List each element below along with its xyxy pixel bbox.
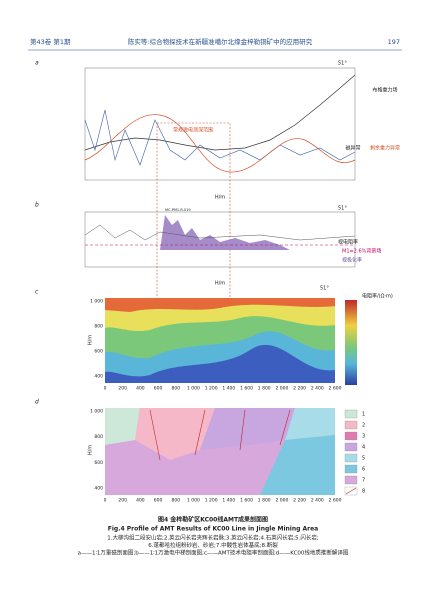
panel-label: a: [35, 60, 39, 67]
legend-label: 5: [362, 456, 365, 462]
y-tick-label: 400: [94, 374, 103, 380]
x-tick-label: 200: [118, 498, 127, 504]
x-tick-label: 800: [171, 386, 180, 392]
x-tick-label: 0: [104, 386, 107, 392]
magnetic-curve: [84, 109, 356, 166]
caption-line: a——1∶1万重磁剖面图;b——1∶1万激电中梯剖面图;c——AMT技术电阻率剖…: [78, 549, 349, 557]
x-tick-label: 0: [104, 498, 107, 504]
legend-label: 布格重力场: [372, 87, 397, 94]
header-title: 陈实等:综合物探技术在新疆准噶尔北缘金梓勒铜矿中的应用研究: [128, 37, 313, 46]
y-tick-label: 1 000: [90, 409, 103, 415]
north-mark: 51°: [320, 286, 329, 292]
legend-label: 6: [362, 467, 365, 473]
polarization-area: [160, 215, 290, 250]
x-tick-label: 400: [136, 498, 145, 504]
y-tick-label: 400: [94, 486, 103, 492]
x-tick-label: 1 200: [205, 498, 218, 504]
x-tick-label: 1 000: [187, 498, 200, 504]
legend-label: 视电阻率: [338, 239, 358, 246]
unit: [105, 408, 140, 445]
legend-label: 4: [362, 445, 365, 451]
axis-label: H/m: [215, 195, 225, 201]
x-tick-label: 1 000: [187, 386, 200, 392]
panel-label: d: [35, 399, 39, 406]
unit: [285, 408, 335, 445]
x-tick-label: 1 600: [240, 498, 253, 504]
x-tick-label: 400: [136, 386, 145, 392]
section-band: [105, 298, 335, 312]
x-tick-label: 2 400: [311, 386, 324, 392]
x-tick-label: 2 400: [311, 498, 324, 504]
legend-label: 剩余重力异常: [370, 145, 400, 152]
axis-label: H/m: [215, 281, 225, 287]
resistivity-curve: [84, 224, 356, 241]
legend-label: 磁异常: [345, 145, 360, 152]
legend-swatch: [344, 453, 358, 463]
plot-frame: [84, 67, 356, 181]
legend-label: 视极化率: [342, 257, 362, 264]
north-mark: 51°: [338, 206, 347, 212]
faults: [149, 409, 291, 461]
header-volume: 第43卷 第1期: [30, 37, 71, 46]
axis-label: H/m: [88, 335, 94, 345]
y-tick-label: 1 000: [90, 299, 103, 305]
x-tick-label: 800: [171, 498, 180, 504]
page-number: 197: [388, 38, 400, 46]
legend-swatch: [344, 420, 358, 430]
unit: [135, 408, 215, 460]
legend-swatch: [344, 442, 358, 452]
colorbar-title: 电阻率/(Ω·m): [362, 293, 393, 300]
axis-label: H/m: [88, 445, 94, 455]
x-tick-label: 2 600: [329, 386, 342, 392]
x-tick-label: 600: [154, 386, 163, 392]
tick-group: 0 200 400 600 800 1 000 1 200 1 400 1 600 1 800 2 …: [90, 299, 341, 392]
x-tick-label: 200: [118, 386, 127, 392]
legend-swatch: [344, 409, 358, 419]
x-tick-label: 1 800: [258, 386, 271, 392]
point-label: MC-PM1-R-019: [165, 208, 191, 212]
x-tick-label: 1 600: [240, 386, 253, 392]
x-tick-label: 2 200: [293, 498, 306, 504]
legend-swatch: [344, 475, 358, 485]
legend-label: 7: [362, 478, 365, 484]
caption-line: 1.大柳沟组二段安山岩;2.英云闪长岩夹辉长岩脉;3.英云闪长岩;4.石英闪长岩…: [107, 534, 319, 542]
legend-label: 8: [362, 489, 365, 495]
plot-frame: [84, 211, 356, 268]
x-tick-label: 1 400: [222, 386, 235, 392]
y-tick-label: 600: [94, 349, 103, 355]
legend-label: 3: [362, 434, 365, 440]
legend-label: 1: [362, 412, 365, 418]
legend-swatch: [344, 464, 358, 474]
x-tick-label: 2 000: [275, 498, 288, 504]
y-tick-label: 800: [94, 324, 103, 330]
caption-lines: 1.大柳沟组二段安山岩;2.英云闪长岩夹辉长岩脉;3.英云闪长岩;4.石英闪长岩…: [78, 534, 349, 557]
x-tick-label: 2 200: [293, 386, 306, 392]
caption-line: 6.蓬都哈拉组粉砂岩、砂岩;7.中酸性岩体基底;8.断裂: [148, 541, 278, 549]
legend-swatch: [344, 431, 358, 441]
tick-group: 0 200 400 600 800 1 000 1 200 1 400 1 600 1 800 2 …: [90, 409, 365, 504]
caption-title-en: Fig.4 Profile of AMT Results of KC00 Lin…: [108, 526, 318, 533]
panel-label: b: [35, 202, 39, 209]
x-tick-label: 1 400: [222, 498, 235, 504]
x-tick-label: 2 600: [329, 498, 342, 504]
legend-fault: [345, 487, 357, 495]
panel-label: c: [35, 289, 39, 296]
colorbar: [345, 300, 357, 385]
ip-range-label: 常规激电测深范围: [173, 127, 213, 134]
unit: [200, 408, 295, 450]
caption-title-cn: 图4 金梓勒矿区KC00线AMT成果剖面图: [158, 516, 268, 524]
y-tick-label: 800: [94, 434, 103, 440]
legend-label: M1=2.6%背景场: [342, 248, 381, 255]
unit: [260, 435, 335, 495]
y-tick-label: 600: [94, 460, 103, 466]
north-mark: 51°: [338, 61, 347, 67]
x-tick-label: 1 800: [258, 498, 271, 504]
x-tick-label: 2 000: [275, 386, 288, 392]
residual-curve: [84, 114, 356, 173]
legend-label: 2: [362, 423, 365, 429]
x-tick-label: 600: [154, 498, 163, 504]
x-tick-label: 1 200: [205, 386, 218, 392]
